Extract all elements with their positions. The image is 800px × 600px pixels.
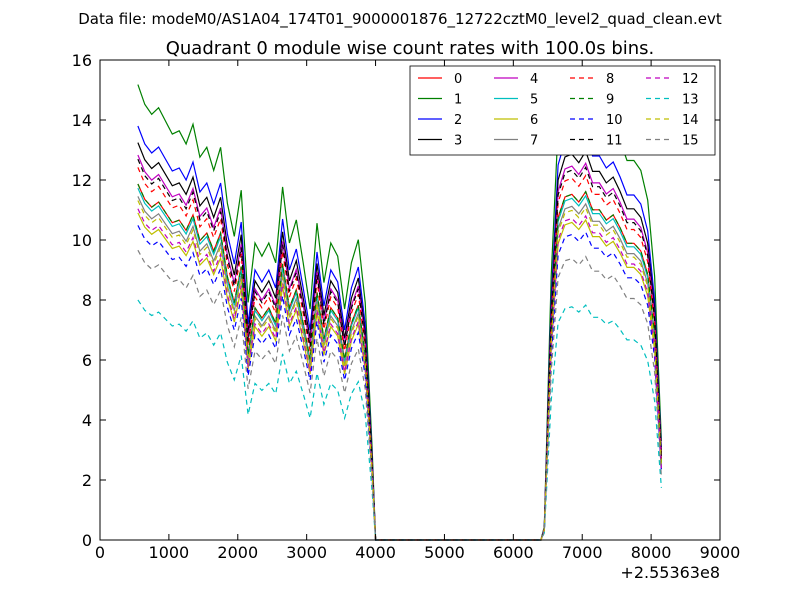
y-tick-label: 10 (72, 231, 92, 250)
x-tick-label: 0 (95, 543, 105, 562)
series-line-2 (137, 125, 662, 541)
x-tick-label: 8000 (631, 543, 672, 562)
legend-label-0: 0 (454, 72, 462, 87)
x-tick-label: 4000 (355, 543, 396, 562)
axis-ticks: 0 1000 2000 3000 4000 5000 6000 7000 8000 9000 0 2 4… (72, 51, 741, 562)
x-tick-label: 6000 (493, 543, 534, 562)
legend-label-8: 8 (606, 72, 614, 87)
legend-label-1: 1 (454, 93, 462, 108)
chart-suptitle: Data file: modeM0/AS1A04_174T01_90000018… (78, 10, 722, 29)
legend-label-10: 10 (606, 113, 623, 128)
y-tick-label: 16 (72, 51, 92, 70)
y-tick-label: 8 (82, 291, 92, 310)
y-tick-label: 2 (82, 471, 92, 490)
y-tick-label: 6 (82, 351, 92, 370)
series-line-14 (137, 200, 662, 541)
series-line-13 (137, 299, 662, 541)
series-layer (137, 84, 662, 541)
y-tick-label: 14 (72, 111, 92, 130)
x-tick-label: 3000 (286, 543, 327, 562)
series-line-9 (137, 183, 662, 541)
legend-label-14: 14 (682, 113, 699, 128)
legend-label-2: 2 (454, 113, 462, 128)
legend-label-12: 12 (682, 72, 699, 87)
series-line-5 (137, 187, 662, 541)
y-tick-label: 4 (82, 411, 92, 430)
legend-box (409, 65, 716, 156)
x-tick-label: 7000 (562, 543, 603, 562)
legend-label-6: 6 (530, 113, 538, 128)
legend-label-15: 15 (682, 134, 699, 149)
series-line-12 (137, 208, 662, 541)
legend-label-4: 4 (530, 72, 538, 87)
chart-title: Quadrant 0 module wise count rates with … (166, 38, 655, 59)
x-tick-label: 2000 (217, 543, 258, 562)
series-line-3 (137, 142, 662, 541)
series-line-8 (137, 167, 662, 541)
x-tick-label: 1000 (149, 543, 190, 562)
series-line-11 (137, 158, 662, 541)
series-line-6 (137, 212, 662, 541)
x-axis-offset-label: +2.55363e8 (620, 563, 720, 582)
x-tick-label: 9000 (700, 543, 741, 562)
legend-label-7: 7 (530, 134, 538, 149)
legend-label-13: 13 (682, 93, 699, 108)
x-tick-label: 5000 (424, 543, 465, 562)
legend-label-9: 9 (606, 93, 614, 108)
y-tick-label: 0 (82, 531, 92, 550)
legend-label-11: 11 (606, 134, 623, 149)
legend-label-3: 3 (454, 134, 462, 149)
legend-label-5: 5 (530, 93, 538, 108)
y-tick-label: 12 (72, 171, 92, 190)
